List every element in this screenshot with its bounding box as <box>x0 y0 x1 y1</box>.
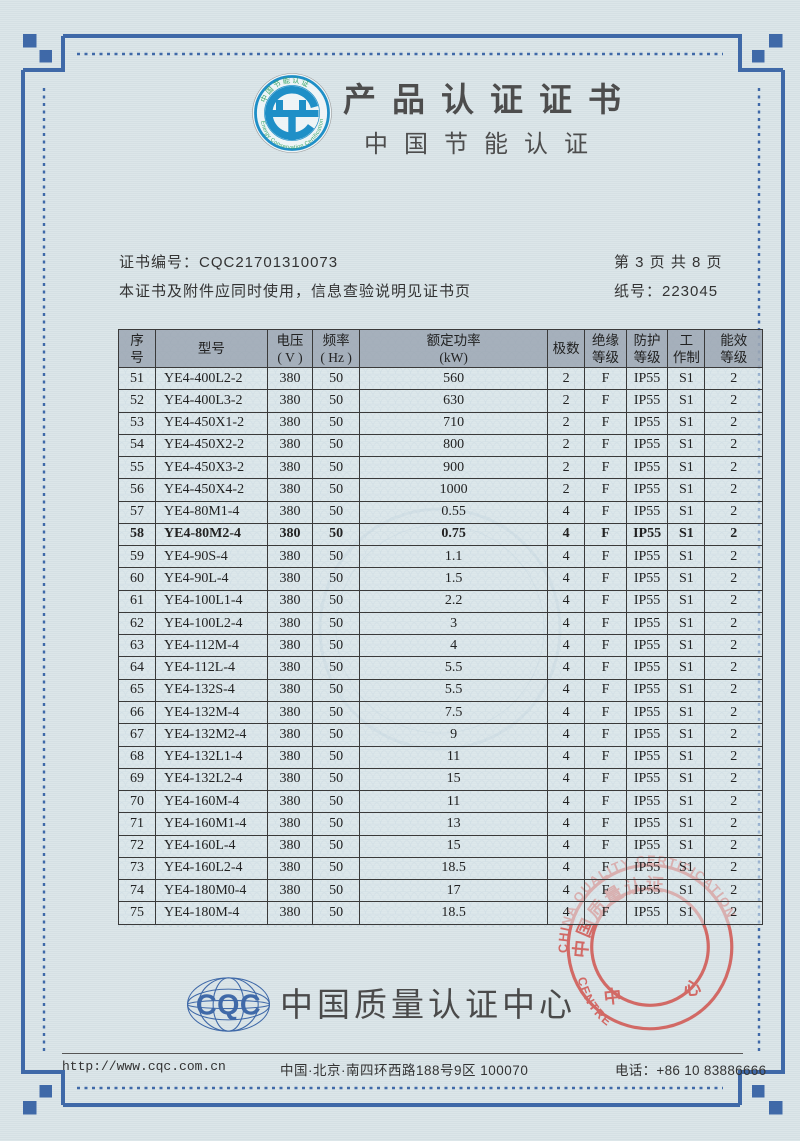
svg-text:CQC: CQC <box>196 990 261 1022</box>
svg-text:心: 心 <box>682 978 702 1000</box>
svg-text:中: 中 <box>603 985 623 1008</box>
